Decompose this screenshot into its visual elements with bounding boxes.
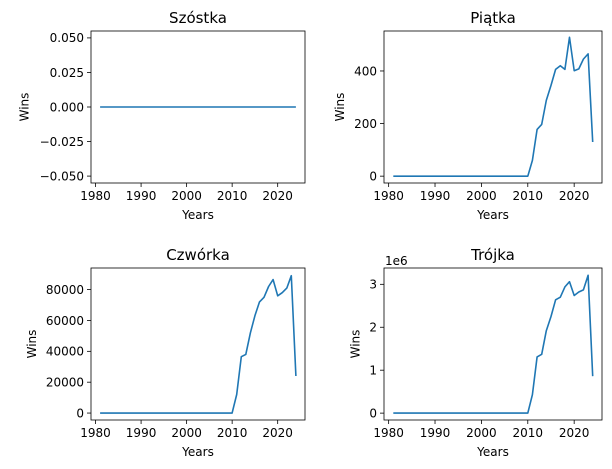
x-tick-label: 2010 bbox=[513, 189, 544, 203]
subplot-czworka: 1980 1990 2000 2010 2020 0 20000 40000 60000 8000… bbox=[25, 246, 306, 459]
y-tick-label: 80000 bbox=[46, 283, 84, 297]
y-tick-label: 40000 bbox=[46, 345, 84, 359]
chart-title: Czwórka bbox=[166, 246, 230, 264]
x-tick-label: 1990 bbox=[126, 189, 157, 203]
chart-title: Szóstka bbox=[169, 9, 227, 27]
axes-frame bbox=[90, 267, 306, 421]
y-tick-label: 60000 bbox=[46, 314, 84, 328]
x-tick-label: 2010 bbox=[217, 189, 248, 203]
x-axis-label: Years bbox=[181, 208, 214, 222]
chart-title: Trójka bbox=[470, 246, 515, 264]
x-axis-label: Years bbox=[476, 208, 509, 222]
y-tick-label: 200 bbox=[354, 117, 377, 131]
y-tick-label: 0.025 bbox=[50, 66, 84, 80]
x-tick-label: 2000 bbox=[466, 426, 497, 440]
x-tick-label: 1990 bbox=[126, 426, 157, 440]
x-tick-label: 2010 bbox=[217, 426, 248, 440]
x-axis-label: Years bbox=[476, 445, 509, 459]
x-tick-label: 1990 bbox=[420, 426, 451, 440]
y-axis-label: Wins bbox=[25, 330, 39, 359]
x-axis-label: Years bbox=[181, 445, 214, 459]
subplot-trojka: 1980 1990 2000 2010 2020 0 1 2 3 Trójka Years Wins 1… bbox=[348, 246, 603, 459]
x-tick-label: 1980 bbox=[80, 189, 111, 203]
y-tick-label: 0.000 bbox=[50, 100, 84, 114]
y-axis-label: Wins bbox=[348, 330, 362, 359]
y-tick-label: 0 bbox=[369, 406, 377, 420]
x-tick-label: 2000 bbox=[466, 189, 497, 203]
y-axis-label: Wins bbox=[17, 93, 31, 122]
y-tick-label: 1 bbox=[369, 363, 377, 377]
x-tick-label: 2020 bbox=[559, 426, 590, 440]
y-tick-label: −0.050 bbox=[40, 169, 84, 183]
series-line bbox=[393, 274, 594, 414]
axes-frame bbox=[383, 30, 603, 184]
axes-frame bbox=[383, 267, 603, 421]
x-tick-label: 2000 bbox=[171, 426, 202, 440]
y-tick-label: 20000 bbox=[46, 375, 84, 389]
x-tick-label: 1980 bbox=[373, 426, 404, 440]
y-tick-label: 400 bbox=[354, 64, 377, 78]
x-tick-label: 1980 bbox=[80, 426, 111, 440]
subplot-piatka: 1980 1990 2000 2010 2020 0 200 400 Piątka Years Wi… bbox=[333, 9, 603, 222]
x-tick-label: 2020 bbox=[262, 426, 293, 440]
series-line bbox=[100, 274, 297, 414]
y-tick-label: 2 bbox=[369, 321, 377, 335]
x-tick-label: 2010 bbox=[513, 426, 544, 440]
y-tick-label: 0.050 bbox=[50, 31, 84, 45]
subplot-szostka: 1980 1990 2000 2010 2020 −0.050 −0.025 0.000 0.0… bbox=[17, 9, 306, 222]
x-tick-label: 2020 bbox=[559, 189, 590, 203]
series-line bbox=[393, 36, 594, 177]
chart-title: Piątka bbox=[470, 9, 516, 27]
y-offset-label: 1e6 bbox=[385, 254, 408, 268]
y-axis-label: Wins bbox=[333, 93, 347, 122]
x-tick-label: 1990 bbox=[420, 189, 451, 203]
y-tick-label: 3 bbox=[369, 278, 377, 292]
y-tick-label: −0.025 bbox=[40, 135, 84, 149]
x-tick-label: 2020 bbox=[262, 189, 293, 203]
x-tick-label: 1980 bbox=[373, 189, 404, 203]
x-tick-label: 2000 bbox=[171, 189, 202, 203]
y-tick-label: 0 bbox=[76, 406, 84, 420]
y-tick-label: 0 bbox=[369, 169, 377, 183]
